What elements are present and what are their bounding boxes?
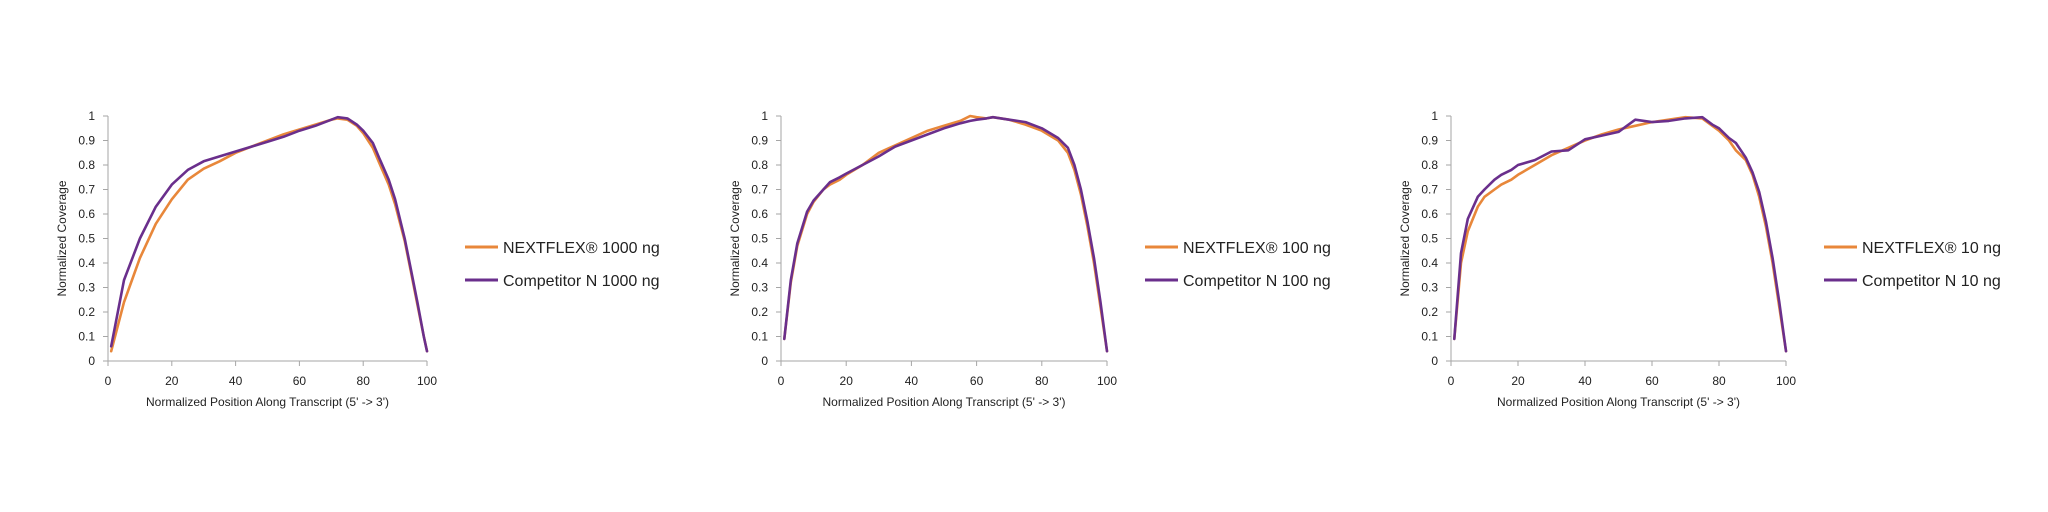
- x-tick-label: 100: [1776, 374, 1796, 388]
- x-tick-label: 0: [105, 374, 112, 388]
- y-tick-label: 0.3: [751, 281, 768, 295]
- y-tick-label: 0.5: [78, 232, 95, 246]
- y-tick-label: 0.9: [78, 134, 95, 148]
- y-tick-label: 0.1: [1421, 330, 1438, 344]
- x-tick-label: 100: [417, 374, 437, 388]
- y-tick-label: 0.2: [78, 305, 95, 319]
- y-tick-label: 1: [761, 109, 768, 123]
- y-tick-label: 0.7: [1421, 183, 1438, 197]
- series-line-competitor: [109, 115, 429, 353]
- y-tick-label: 0.4: [751, 256, 768, 270]
- y-tick-label: 0.6: [751, 207, 768, 221]
- x-tick-label: 60: [970, 374, 984, 388]
- y-tick-label: 0.3: [1421, 281, 1438, 295]
- y-axis-title: Normalized Coverage: [1398, 180, 1412, 296]
- x-tick-label: 20: [165, 374, 179, 388]
- y-tick-label: 0.5: [1421, 232, 1438, 246]
- series-line-competitor: [782, 115, 1109, 353]
- y-tick-label: 0.6: [1421, 207, 1438, 221]
- y-tick-label: 0.8: [751, 158, 768, 172]
- x-tick-label: 100: [1097, 374, 1117, 388]
- y-tick-label: 0.6: [78, 207, 95, 221]
- chart-panel-1: 0 0.1 0.2 0.3 0.4 0.5 0.6 0.7 0.8 0.9 1 0 20 40 60 80 10…: [55, 109, 660, 409]
- y-tick-label: 0.2: [1421, 305, 1438, 319]
- x-tick-label: 40: [1578, 374, 1592, 388]
- y-tick-label: 0.8: [1421, 158, 1438, 172]
- x-tick-label: 20: [1511, 374, 1525, 388]
- y-tick-label: 0.9: [1421, 134, 1438, 148]
- y-tick-label: 0.1: [751, 330, 768, 344]
- x-tick-label: 40: [229, 374, 243, 388]
- y-tick-label: 0.4: [1421, 256, 1438, 270]
- y-tick-label: 0.8: [78, 158, 95, 172]
- x-tick-label: 60: [1645, 374, 1659, 388]
- chart-panel-3: 0 0.1 0.2 0.3 0.4 0.5 0.6 0.7 0.8 0.9 1 0 20 40 60 80 10…: [1398, 109, 2001, 409]
- y-tick-label: 0.3: [78, 281, 95, 295]
- x-tick-label: 0: [1448, 374, 1455, 388]
- legend-label-nextflex: NEXTFLEX® 100 ng: [1183, 240, 1331, 257]
- x-tick-label: 80: [1712, 374, 1726, 388]
- x-tick-label: 20: [840, 374, 854, 388]
- y-tick-label: 0.1: [78, 330, 95, 344]
- series-line-competitor: [1453, 115, 1788, 353]
- y-tick-label: 0: [761, 354, 768, 368]
- legend-label-nextflex: NEXTFLEX® 10 ng: [1862, 240, 2001, 257]
- y-tick-label: 0.7: [78, 183, 95, 197]
- legend-label-nextflex: NEXTFLEX® 1000 ng: [503, 240, 660, 257]
- y-tick-label: 0: [1431, 354, 1438, 368]
- legend-label-competitor: Competitor N 100 ng: [1183, 273, 1331, 290]
- y-tick-label: 0.5: [751, 232, 768, 246]
- legend-label-competitor: Competitor N 10 ng: [1862, 273, 2001, 290]
- x-axis-title: Normalized Position Along Transcript (5'…: [1497, 395, 1740, 409]
- x-tick-label: 40: [905, 374, 919, 388]
- x-axis-title: Normalized Position Along Transcript (5'…: [146, 395, 389, 409]
- y-tick-label: 0.2: [751, 305, 768, 319]
- y-axis-title: Normalized Coverage: [728, 180, 742, 296]
- series-line-nextflex: [782, 114, 1109, 353]
- x-axis-title: Normalized Position Along Transcript (5'…: [822, 395, 1065, 409]
- series-line-nextflex: [109, 117, 429, 353]
- legend-label-competitor: Competitor N 1000 ng: [503, 273, 660, 290]
- chart-panel-2: 0 0.1 0.2 0.3 0.4 0.5 0.6 0.7 0.8 0.9 1 0 20 40 60 80 10…: [728, 109, 1331, 409]
- x-tick-label: 60: [293, 374, 307, 388]
- y-tick-label: 0: [88, 354, 95, 368]
- x-tick-label: 0: [778, 374, 785, 388]
- y-tick-label: 1: [1431, 109, 1438, 123]
- y-tick-label: 0.7: [751, 183, 768, 197]
- x-tick-label: 80: [357, 374, 371, 388]
- y-tick-label: 0.9: [751, 134, 768, 148]
- y-tick-label: 0.4: [78, 256, 95, 270]
- y-axis-title: Normalized Coverage: [55, 180, 69, 296]
- y-tick-label: 1: [88, 109, 95, 123]
- series-line-nextflex: [1453, 115, 1788, 353]
- x-tick-label: 80: [1035, 374, 1049, 388]
